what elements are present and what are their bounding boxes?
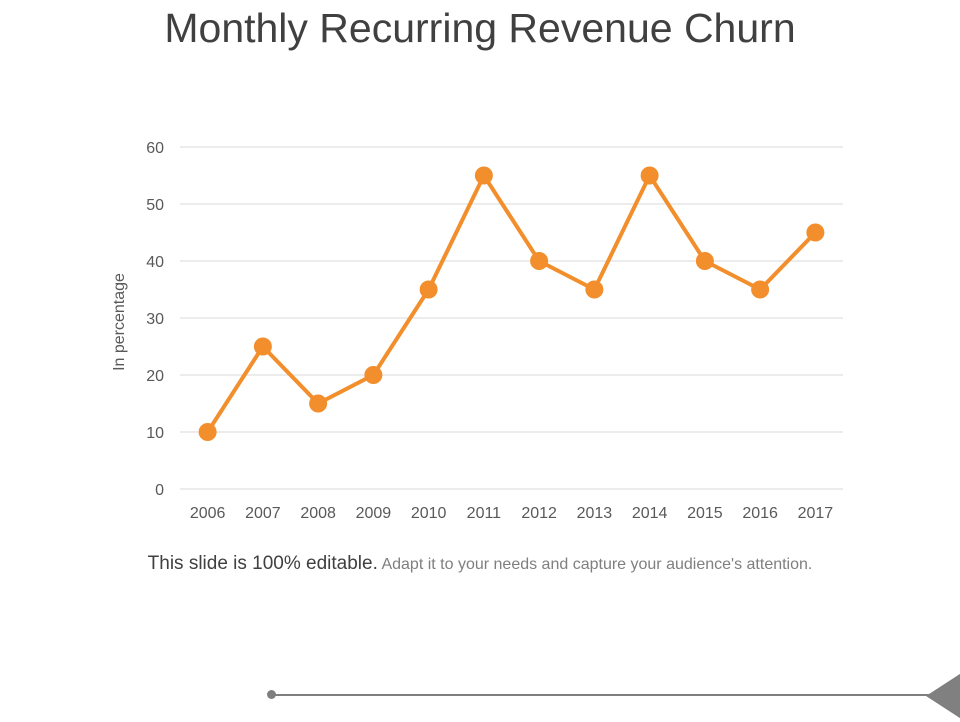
x-tick-label: 2017: [798, 505, 834, 522]
y-tick-label: 40: [146, 254, 164, 271]
x-tick-label: 2016: [742, 505, 778, 522]
data-point: [419, 280, 438, 299]
data-point: [309, 394, 328, 413]
gridlines: [180, 146, 843, 490]
data-point: [198, 423, 217, 441]
series-churn: [198, 166, 825, 441]
footer-arrow-icon: [926, 670, 960, 722]
data-point: [695, 252, 714, 270]
y-tick-label: 0: [155, 482, 164, 499]
y-tick-label: 10: [146, 425, 164, 442]
data-point: [806, 223, 825, 242]
y-tick-label: 50: [146, 197, 164, 214]
x-tick-label: 2008: [300, 505, 336, 522]
series-line: [205, 173, 817, 434]
slide-caption: This slide is 100% editable. Adapt it to…: [120, 552, 840, 577]
data-point: [751, 280, 770, 299]
chart-title: Monthly Recurring Revenue Churn: [164, 5, 796, 51]
data-point: [474, 166, 493, 185]
data-point: [585, 280, 604, 299]
footer-line: [272, 694, 932, 696]
x-tick-label: 2013: [577, 505, 613, 522]
x-tick-label: 2014: [632, 505, 668, 522]
y-tick-label: 20: [146, 368, 164, 385]
x-tick-label: 2006: [190, 505, 226, 522]
x-tick-label: 2015: [687, 505, 723, 522]
data-point: [640, 166, 659, 185]
data-point: [253, 337, 272, 356]
footer-dot: [267, 690, 276, 699]
x-axis-ticks: 2006 2007 2008 2009 2010 2011 2012 2013 2014 2015…: [190, 505, 833, 522]
y-axis-label: In percentage: [111, 273, 128, 371]
x-tick-label: 2011: [467, 505, 502, 522]
y-axis-ticks: 0 10 20 30 40 50 60: [146, 140, 164, 499]
caption-rest: Adapt it to your needs and capture your …: [377, 556, 813, 573]
x-tick-label: 2009: [356, 505, 392, 522]
x-tick-label: 2007: [245, 505, 281, 522]
x-tick-label: 2010: [411, 505, 447, 522]
caption-lead: This slide is 100% editable.: [147, 553, 378, 574]
data-point: [364, 366, 383, 384]
x-tick-label: 2012: [521, 505, 557, 522]
y-tick-label: 30: [146, 311, 164, 328]
y-tick-label: 60: [146, 140, 164, 157]
data-point: [530, 252, 549, 270]
